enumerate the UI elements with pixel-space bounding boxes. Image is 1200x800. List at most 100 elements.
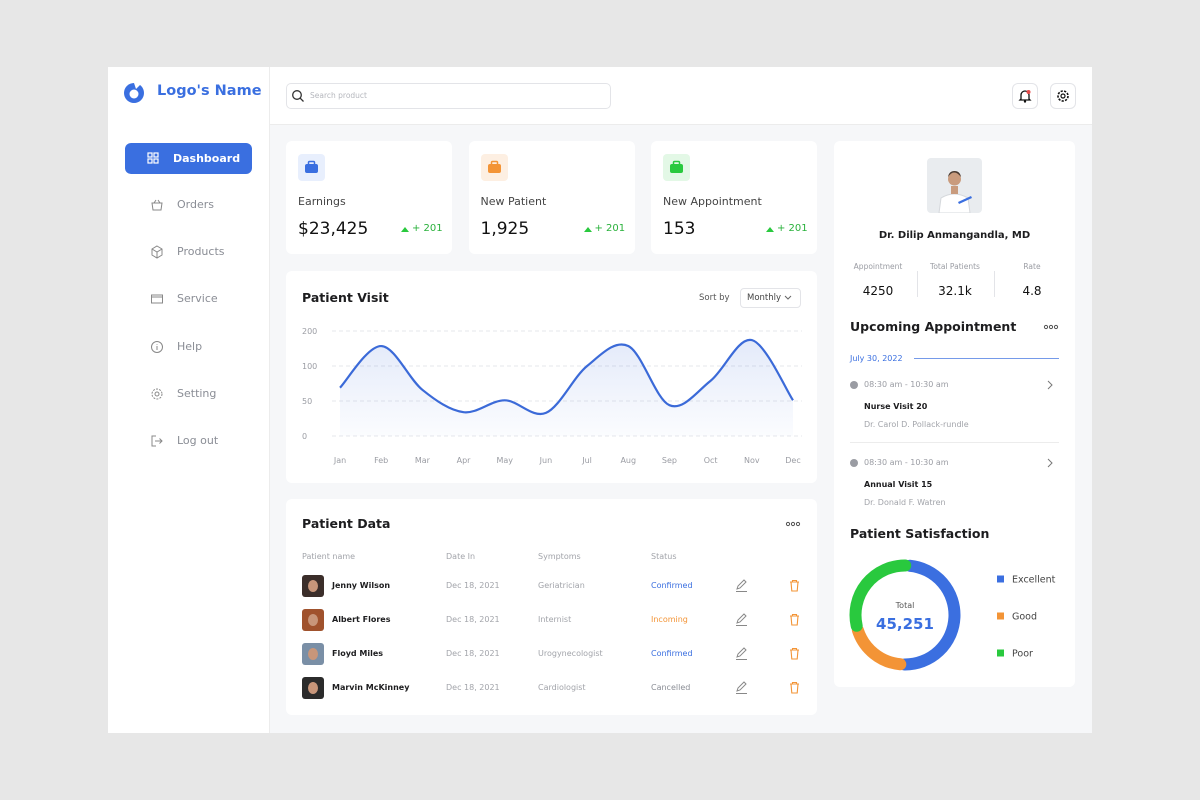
- delete-button[interactable]: [788, 681, 801, 694]
- stat-value: 1,925: [480, 219, 530, 239]
- graphic: [147, 152, 153, 158]
- divider: [850, 442, 1059, 443]
- gear-icon: [1057, 90, 1069, 102]
- y-tick-label: 0: [302, 432, 307, 441]
- graphic: [766, 227, 774, 232]
- graphic: [1053, 324, 1059, 330]
- graphic: [795, 521, 801, 527]
- delete-button[interactable]: [788, 613, 801, 626]
- nav-label[interactable]: Products: [177, 245, 225, 259]
- doctor-name: Dr. Dilip Anmangandla, MD: [878, 230, 1031, 241]
- graphic: [790, 521, 796, 527]
- delete-button[interactable]: [788, 579, 801, 592]
- graphic: [790, 579, 799, 592]
- nav-icon: [151, 340, 163, 353]
- table-cell: Confirmed: [651, 649, 693, 658]
- table-header: Status: [651, 552, 677, 561]
- graphic: [1048, 324, 1054, 330]
- graphic: [487, 164, 501, 173]
- graphic: [151, 388, 163, 400]
- doctor-stat-value: 32.1k: [938, 284, 972, 298]
- status-dot: [850, 381, 858, 389]
- nav-label[interactable]: Log out: [177, 434, 219, 447]
- edit-button[interactable]: [735, 613, 748, 626]
- appointment-doctor: Dr. Donald F. Watren: [864, 498, 946, 507]
- graphic: [785, 521, 801, 527]
- table-cell: Incoming: [651, 615, 688, 624]
- graphic: [307, 160, 316, 167]
- graphic: [958, 196, 972, 204]
- table-cell: Albert Flores: [332, 615, 391, 624]
- search-box[interactable]: [286, 83, 611, 109]
- table-cell: Floyd Miles: [332, 649, 384, 658]
- graphic: [670, 164, 683, 173]
- more-button[interactable]: [785, 520, 801, 528]
- nav-label[interactable]: Service: [177, 292, 218, 306]
- doctor-stat-value: 4.8: [1022, 284, 1042, 298]
- settings-button[interactable]: [1050, 83, 1076, 109]
- graphic: [790, 647, 799, 660]
- nav-label[interactable]: Orders: [177, 198, 214, 211]
- chevron[interactable]: [1046, 458, 1056, 468]
- line-area: [340, 339, 793, 436]
- avatar-face: [308, 682, 318, 694]
- x-tick-label: Aug: [620, 456, 636, 465]
- graphic: [951, 186, 958, 194]
- legend-label: Excellent: [1012, 575, 1056, 586]
- graphic: [736, 681, 747, 694]
- table-cell: Marvin McKinney: [332, 683, 410, 692]
- x-tick-label: Sep: [662, 456, 677, 465]
- graphic: [153, 158, 159, 164]
- table-cell: Dec 18, 2021: [446, 649, 500, 658]
- nav-label[interactable]: Dashboard: [173, 152, 241, 165]
- graphic: [401, 227, 409, 232]
- dropdown-caret: [784, 295, 792, 300]
- sort-label: Sort by: [699, 293, 730, 303]
- graphic: [583, 227, 592, 232]
- delete-button[interactable]: [788, 647, 801, 660]
- stat-label: New Appointment: [663, 195, 762, 208]
- search-placeholder: Search product: [310, 91, 367, 100]
- graphic: [790, 613, 799, 626]
- nav-label[interactable]: Setting: [177, 386, 217, 400]
- x-tick-label: Jun: [539, 456, 553, 465]
- graphic: [151, 199, 163, 211]
- x-tick-label: Apr: [457, 456, 472, 465]
- pie-title: Patient Satisfaction: [850, 526, 990, 541]
- more-button[interactable]: [1043, 323, 1059, 331]
- upcoming-title: Upcoming Appointment: [850, 319, 1017, 334]
- avatar-face: [308, 580, 318, 592]
- search-icon: [292, 90, 304, 102]
- nav-icon: [151, 435, 163, 447]
- sort-dropdown[interactable]: [740, 288, 801, 308]
- edit-button[interactable]: [735, 647, 748, 660]
- up-arrow: [583, 227, 592, 232]
- chevron[interactable]: [1046, 380, 1056, 390]
- donut-segment: [849, 559, 912, 632]
- doctor-stat-label: Rate: [1023, 262, 1041, 271]
- x-tick-label: Dec: [785, 456, 800, 465]
- legend-swatch: [997, 612, 1004, 620]
- nav-active[interactable]: [125, 143, 252, 174]
- graphic: [938, 193, 971, 213]
- table-header: Symptoms: [538, 552, 581, 561]
- x-tick-label: May: [496, 456, 513, 465]
- notification-button[interactable]: [1012, 83, 1038, 109]
- logo-text: Logo's Name: [157, 83, 262, 99]
- appointment-title: Nurse Visit 20: [864, 402, 928, 411]
- x-tick-label: Jul: [581, 456, 592, 465]
- x-tick-label: Mar: [415, 456, 431, 465]
- x-tick-label: Oct: [704, 456, 718, 465]
- x-tick-label: Jan: [333, 456, 346, 465]
- table-cell: Dec 18, 2021: [446, 683, 500, 692]
- legend-label: Good: [1012, 612, 1037, 623]
- stat-label: Earnings: [298, 195, 346, 208]
- line-series: [339, 338, 794, 416]
- edit-button[interactable]: [735, 681, 748, 694]
- up-arrow: [401, 227, 409, 232]
- edit-button[interactable]: [735, 579, 748, 592]
- nav-label[interactable]: Help: [177, 339, 203, 353]
- table-header: Patient name: [302, 552, 356, 561]
- graphic: [1043, 324, 1059, 330]
- bell-icon: [1018, 90, 1032, 103]
